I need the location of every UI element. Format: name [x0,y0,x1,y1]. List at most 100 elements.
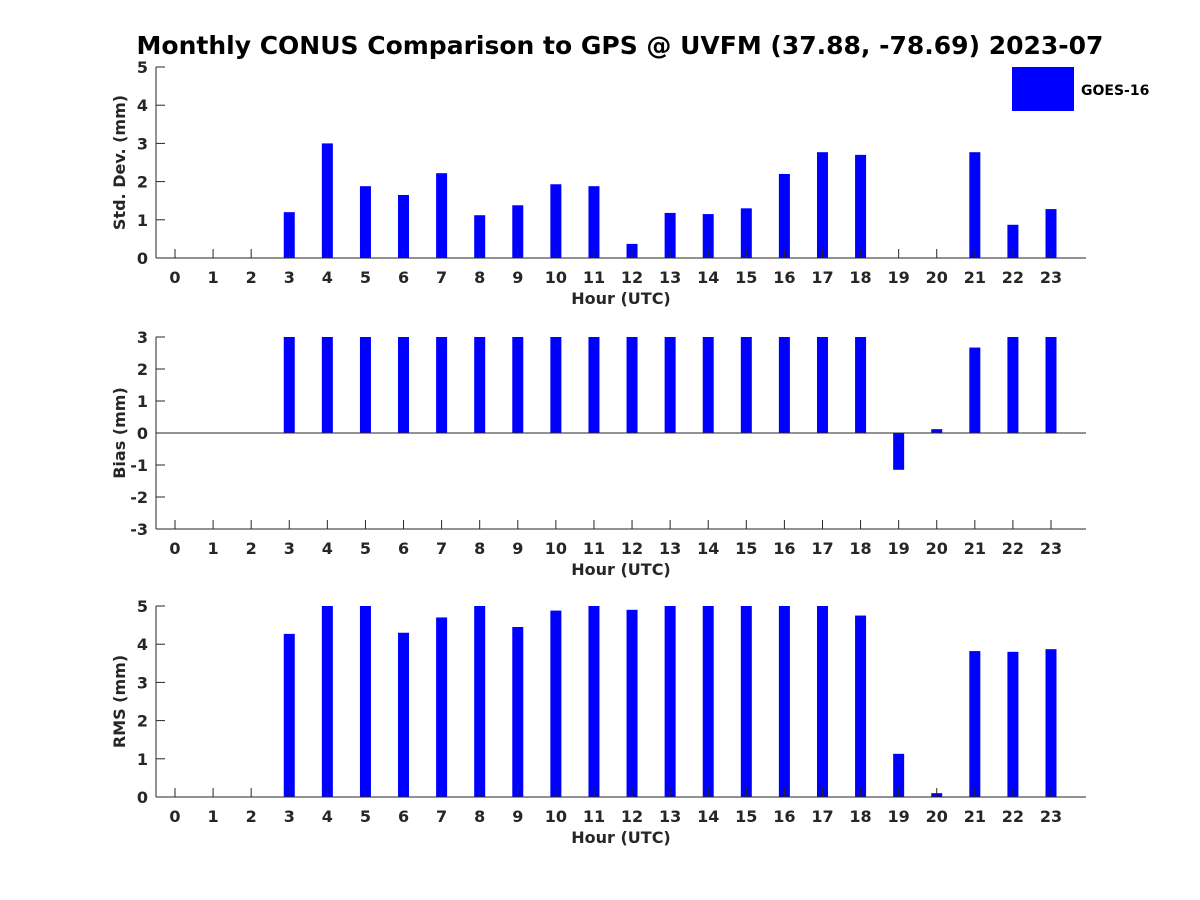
bar-hour-11 [588,186,600,258]
legend: GOES-16 [1012,67,1149,111]
x-tick-label: 17 [811,807,833,826]
bar-hour-18 [855,154,867,258]
y-tick-label: 5 [137,58,148,77]
y-axis-label: Std. Dev. (mm) [110,95,129,230]
y-tick-label: 3 [137,673,148,692]
bar-hour-17 [816,606,828,797]
x-tick-label: 20 [926,268,948,287]
x-tick-label: 0 [169,539,180,558]
bar-hour-22 [1007,224,1019,258]
x-tick-label: 18 [849,268,871,287]
bar-hour-21 [969,651,981,797]
x-tick-label: 1 [208,268,219,287]
bar-hour-9 [512,627,524,797]
bar-hour-15 [740,606,752,797]
x-tick-label: 2 [246,807,257,826]
bar-hour-7 [436,617,448,797]
bar-hour-16 [778,606,790,797]
bar-hour-18 [855,615,867,797]
bar-hour-8 [474,606,486,797]
x-tick-label: 1 [208,807,219,826]
x-tick-label: 17 [811,539,833,558]
bar-hour-4 [321,606,333,797]
bar-hour-11 [588,337,600,433]
x-tick-label: 22 [1002,268,1024,287]
legend-label: GOES-16 [1081,83,1149,99]
x-tick-label: 6 [398,807,409,826]
x-tick-label: 9 [512,268,523,287]
x-tick-label: 22 [1002,807,1024,826]
bar-hour-4 [321,337,333,433]
x-tick-label: 8 [474,539,485,558]
x-tick-label: 7 [436,807,447,826]
x-tick-label: 12 [621,268,643,287]
y-tick-label: 1 [137,211,148,230]
legend-swatch [1012,67,1074,111]
x-tick-label: 3 [284,268,295,287]
y-tick-label: 2 [137,712,148,731]
bar-hour-17 [816,152,828,258]
x-tick-label: 18 [849,807,871,826]
bar-hour-14 [702,606,714,797]
y-tick-label: 0 [137,788,148,807]
x-tick-label: 16 [773,807,795,826]
bar-hour-9 [512,337,524,433]
bar-hour-21 [969,152,981,258]
x-tick-label: 14 [697,539,719,558]
x-tick-label: 5 [360,268,371,287]
bar-hour-19 [893,753,905,797]
x-tick-label: 13 [659,807,681,826]
bar-hour-10 [550,184,562,258]
bar-hour-4 [321,143,333,258]
x-tick-label: 7 [436,539,447,558]
y-tick-label: 0 [137,249,148,268]
x-tick-label: 22 [1002,539,1024,558]
bar-hour-13 [664,212,676,258]
bar-hour-6 [398,194,410,258]
bar-hour-8 [474,215,486,258]
bar-hour-9 [512,205,524,258]
bar-hour-6 [398,337,410,433]
x-tick-label: 15 [735,539,757,558]
y-axis-label: RMS (mm) [110,655,129,748]
bar-hour-22 [1007,651,1019,797]
bar-hour-18 [855,337,867,433]
x-tick-label: 5 [360,807,371,826]
x-tick-label: 12 [621,807,643,826]
bar-hour-3 [283,633,295,797]
bar-hour-23 [1045,337,1057,433]
bar-hour-23 [1045,649,1057,797]
bar-hour-12 [626,609,638,797]
bar-hour-17 [816,337,828,433]
bar-hour-19 [893,433,905,470]
x-tick-label: 19 [888,539,910,558]
bar-hour-13 [664,606,676,797]
x-tick-label: 6 [398,539,409,558]
x-tick-label: 4 [322,807,333,826]
x-tick-label: 21 [964,807,986,826]
x-tick-label: 13 [659,268,681,287]
bar-hour-16 [778,337,790,433]
x-tick-label: 8 [474,268,485,287]
x-tick-label: 10 [545,807,567,826]
bar-hour-20 [931,429,943,433]
bar-hour-12 [626,337,638,433]
x-tick-label: 2 [246,268,257,287]
x-tick-label: 13 [659,539,681,558]
bar-hour-22 [1007,337,1019,433]
y-tick-label: 3 [137,134,148,153]
bar-hour-14 [702,337,714,433]
x-tick-label: 3 [284,807,295,826]
x-tick-label: 18 [849,539,871,558]
x-tick-label: 1 [208,539,219,558]
x-tick-label: 20 [926,539,948,558]
x-tick-label: 23 [1040,539,1062,558]
x-tick-label: 15 [735,268,757,287]
y-tick-label: -2 [130,488,148,507]
y-tick-label: 1 [137,750,148,769]
x-tick-label: 16 [773,268,795,287]
x-tick-label: 3 [284,539,295,558]
